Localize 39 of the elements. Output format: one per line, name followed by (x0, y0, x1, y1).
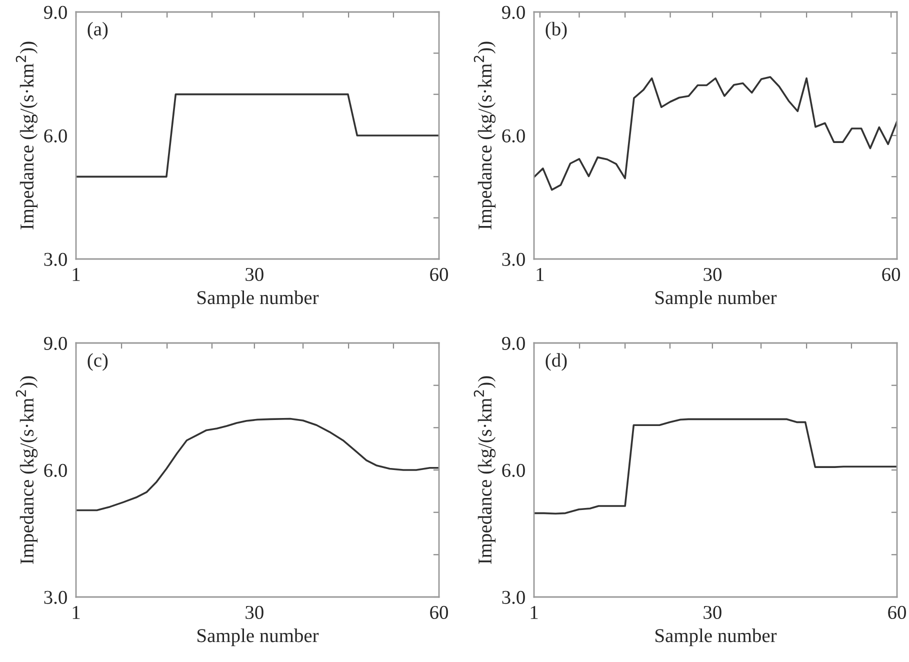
y-tick-label: 9.0 (44, 6, 67, 20)
y-tick-label: 9.0 (502, 336, 525, 350)
x-tick-label: 60 (430, 606, 448, 620)
x-tick-label: 1 (72, 268, 80, 281)
x-tick-label: 1 (530, 606, 538, 619)
x-tick-label: 1 (536, 268, 544, 281)
y-tick-label: 6.0 (502, 129, 525, 143)
y-axis-title: Impedance (kg/(s·km$^{2}$)) (16, 42, 38, 230)
x-tick-label: 1 (72, 606, 80, 619)
y-tick-label: 6.0 (44, 464, 67, 478)
x-axis-title: Sample number (656, 290, 777, 308)
y-tick-label: 3.0 (44, 252, 67, 266)
x-tick-label: 30 (246, 606, 264, 620)
y-tick-label: 3.0 (502, 590, 525, 604)
x-tick-label: 30 (246, 268, 264, 282)
y-axis-title: Impedance (kg/(s·km$^{2}$)) (474, 42, 496, 230)
x-axis-title: Sample number (198, 628, 319, 646)
y-axis-title: Impedance (kg/(s·km$^{2}$)) (16, 376, 38, 564)
annotation: (a) (88, 22, 108, 40)
y-tick-label: 3.0 (44, 590, 67, 604)
annotation: (c) (88, 353, 108, 371)
x-tick-label: 60 (882, 268, 900, 282)
x-tick-label: 60 (430, 268, 448, 282)
x-tick-label: 60 (888, 606, 906, 620)
y-tick-label: 9.0 (502, 6, 525, 20)
y-tick-label: 9.0 (44, 336, 67, 350)
line-series (534, 418, 897, 515)
line-series (76, 418, 439, 512)
x-tick-label: 30 (704, 268, 722, 282)
annotation: (b) (546, 22, 567, 40)
line-series (534, 76, 897, 191)
annotation: (d) (546, 353, 567, 371)
y-axis-title: Impedance (kg/(s·km$^{2}$)) (474, 376, 496, 564)
x-tick-label: 30 (704, 606, 722, 620)
y-tick-label: 6.0 (44, 129, 67, 143)
x-axis-title: Sample number (198, 290, 319, 308)
x-axis-title: Sample number (656, 628, 777, 646)
y-tick-label: 3.0 (502, 252, 525, 266)
y-tick-label: 6.0 (502, 464, 525, 478)
